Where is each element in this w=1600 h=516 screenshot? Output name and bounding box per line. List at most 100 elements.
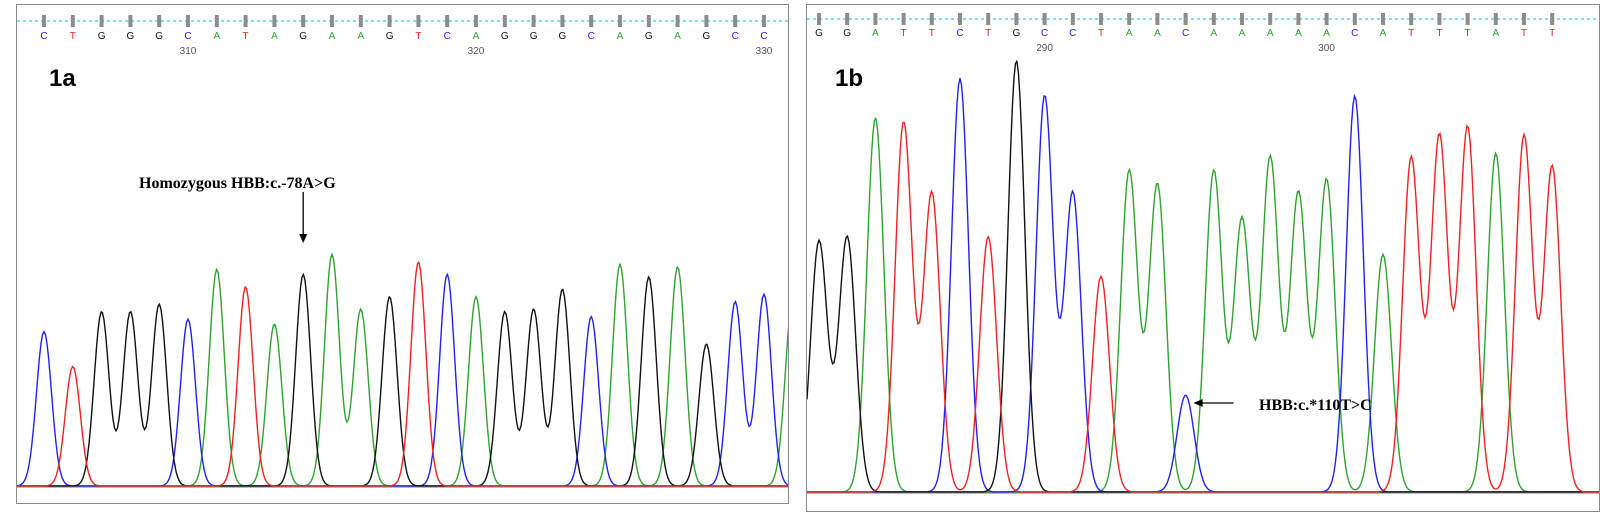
base-tick (387, 15, 392, 27)
peak-g (504, 311, 506, 313)
base-call-label: A (213, 31, 220, 42)
base-call-label: A (1267, 28, 1274, 39)
base-tick (1014, 13, 1019, 25)
base-call-label: G (843, 28, 851, 39)
chromatogram-plot-1a: CTGGGCATAGAAGTCAGGGCAGAGCCA310320330 (17, 15, 788, 488)
peak-c (590, 316, 592, 318)
base-call-label: T (243, 31, 249, 42)
base-tick (986, 13, 991, 25)
base-tick (646, 15, 651, 27)
base-tick (128, 15, 133, 27)
peak-a (1326, 179, 1328, 181)
panel-label-1b: 1b (835, 65, 864, 92)
peak-g (302, 273, 304, 275)
base-tick (214, 15, 219, 27)
base-call-label: T (901, 28, 907, 39)
base-call-label: T (1465, 28, 1471, 39)
base-tick (99, 15, 104, 27)
base-call-label: A (1154, 28, 1161, 39)
base-call-label: A (1239, 28, 1246, 39)
base-tick (1465, 13, 1470, 25)
position-tick-label: 290 (1036, 43, 1053, 54)
base-tick (502, 15, 507, 27)
base-tick (929, 13, 934, 25)
peak-g (648, 276, 650, 278)
base-call-label: C (1041, 28, 1048, 39)
peak-a (1213, 170, 1215, 172)
position-tick-label: 320 (468, 46, 485, 57)
base-tick (1070, 13, 1075, 25)
base-tick (474, 15, 478, 27)
peak-a (1297, 192, 1299, 194)
base-tick (157, 15, 162, 27)
base-call-label: G (645, 31, 653, 42)
peak-t (72, 365, 74, 368)
base-call-label: G (155, 31, 163, 42)
base-call-label: C (1351, 28, 1358, 39)
peak-a (1382, 253, 1384, 255)
peak-c (1072, 192, 1074, 194)
base-call-label: A (617, 31, 624, 42)
base-call-label: G (299, 31, 307, 42)
base-tick (330, 15, 334, 27)
peak-t (1438, 135, 1440, 137)
base-call-label: C (1182, 28, 1189, 39)
base-tick (560, 15, 565, 27)
base-call-label: A (674, 31, 681, 42)
peak-t (1523, 135, 1525, 137)
peak-g (561, 288, 564, 290)
peak-g (389, 296, 391, 298)
base-tick (901, 13, 906, 25)
position-tick-label: 330 (756, 46, 773, 57)
peak-a (273, 323, 275, 325)
base-call-label: G (98, 31, 106, 42)
base-tick (1437, 13, 1442, 25)
base-tick (1211, 13, 1216, 25)
base-call-label: A (872, 28, 879, 39)
base-call-label: C (1069, 28, 1076, 39)
base-tick (1381, 13, 1385, 25)
base-tick (1493, 13, 1498, 25)
peak-c (1044, 95, 1046, 97)
base-tick (1127, 13, 1132, 25)
base-tick (70, 15, 75, 27)
peak-a (677, 266, 679, 268)
peak-a (1128, 170, 1130, 172)
base-call-label: G (127, 31, 135, 42)
base-tick (873, 13, 878, 25)
chromatogram-plot-1b: G G A T T C T G C C T A A C A A A A A C A T T T A T T 290 300 (807, 13, 1599, 494)
position-tick-label: 310 (180, 46, 197, 57)
base-call-label: T (1436, 28, 1442, 39)
base-tick (589, 15, 594, 27)
base-call-label: T (1549, 28, 1555, 39)
peak-a (216, 268, 218, 270)
peak-a (1495, 152, 1497, 154)
peak-g (533, 308, 535, 310)
chromatogram-panel-1a: CTGGGCATAGAAGTCAGGGCAGAGCCA310320330 1a … (16, 4, 789, 504)
base-tick (1522, 13, 1526, 25)
base-call-label: G (559, 31, 567, 42)
base-tick (762, 15, 766, 27)
base-tick (416, 15, 421, 27)
base-call-label: G (815, 28, 823, 39)
annotation-arrowhead (1193, 399, 1203, 407)
base-call-label: T (985, 28, 991, 39)
peak-g (1015, 60, 1017, 62)
base-tick (1268, 13, 1273, 25)
base-call-label: T (70, 31, 76, 42)
base-call-label: C (956, 28, 963, 39)
base-tick (618, 15, 622, 27)
trace-g (17, 272, 788, 487)
base-call-label: T (929, 28, 935, 39)
peak-t (1410, 157, 1412, 159)
base-call-label: G (386, 31, 394, 42)
base-tick (1099, 13, 1103, 25)
base-tick (1183, 13, 1188, 25)
peak-c (446, 273, 448, 275)
chromatogram-panel-1b: G G A T T C T G C C T A A C A A A A A C A T T T A T T 290 300 1b HBB… (806, 4, 1600, 512)
peak-t (245, 286, 247, 288)
base-tick (1296, 13, 1301, 25)
variant-annotation-1a: Homozygous HBB:c.-78A>G (139, 175, 336, 192)
peak-g (705, 343, 708, 345)
peak-a (619, 263, 621, 265)
